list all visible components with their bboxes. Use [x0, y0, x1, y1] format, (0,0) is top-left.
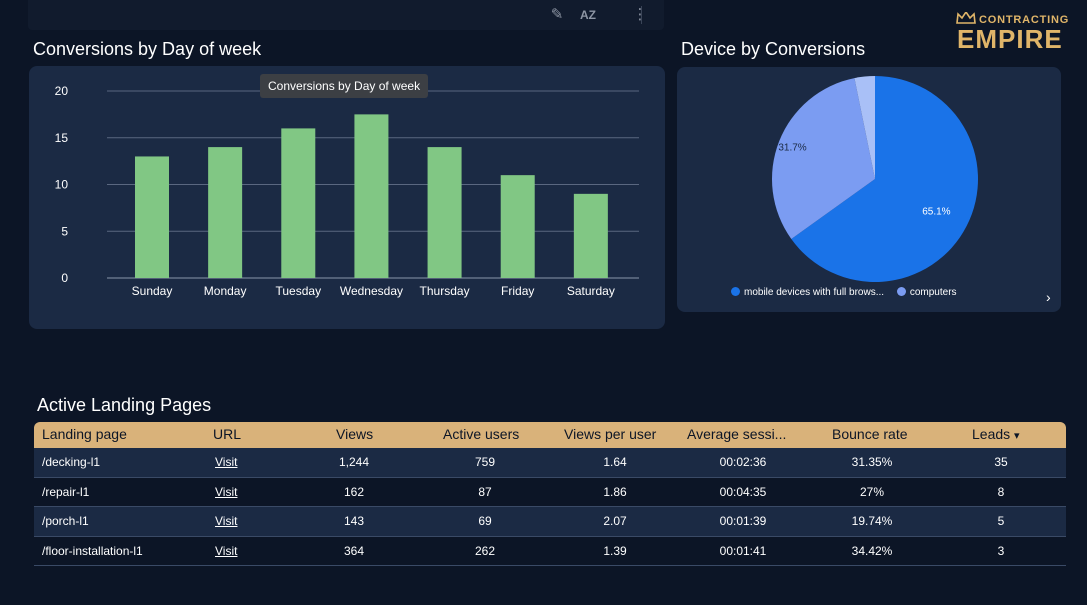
pie-chart-title: Device by Conversions: [681, 39, 866, 59]
x-tick-label: Friday: [501, 284, 534, 298]
cell-landing-page: /porch-l1: [42, 514, 89, 528]
cell-active-users: 69: [478, 514, 492, 528]
table-title: Active Landing Pages: [37, 395, 212, 415]
visit-link[interactable]: Visit: [215, 514, 238, 528]
chart-toolbar: ✎ AZ ⋮: [28, 0, 664, 30]
y-tick-label: 0: [61, 271, 68, 285]
table-row: /porch-l1 Visit 143 69 2.07 00:01:39 19.74% 5: [34, 507, 1066, 537]
chevron-right-icon[interactable]: ›: [1046, 289, 1051, 305]
bar-friday[interactable]: [500, 175, 535, 278]
table-row: /repair-l1 Visit 162 87 1.86 00:04:35 27% 8: [34, 477, 1066, 507]
bar-saturday[interactable]: [573, 193, 608, 278]
header-bounce-rate[interactable]: Bounce rate: [832, 426, 908, 442]
cell-views-per-user: 1.86: [603, 484, 627, 499]
cell-landing-page: /decking-l1: [42, 455, 101, 469]
cell-active-users: 262: [474, 543, 496, 558]
bar-chart: 0 5 10 15 20 Sunday Monday Tuesday Wednesday Thur…: [55, 84, 639, 298]
bar-chart-title: Conversions by Day of week: [33, 39, 262, 59]
cell-views: 1,244: [338, 455, 370, 469]
table-body: /decking-l1 Visit 1,244 759 1.64 00:02:36 31.3…: [34, 448, 1066, 566]
cell-leads: 5: [997, 514, 1005, 528]
bar-sunday[interactable]: [135, 156, 169, 278]
landing-pages-table: Landing page URL Views Active users View…: [34, 422, 1066, 566]
logo-big-text: EMPIRE: [957, 24, 1063, 54]
legend-item-computers[interactable]: computers: [896, 287, 957, 298]
cell-bounce-rate: 34.42%: [851, 543, 893, 558]
cell-average-session: 00:04:35: [719, 484, 767, 499]
bar-wednesday[interactable]: [354, 114, 389, 278]
cell-average-session: 00:01:41: [719, 543, 767, 558]
header-landing-page[interactable]: Landing page: [42, 426, 127, 442]
header-views-per-user[interactable]: Views per user: [564, 426, 657, 442]
y-tick-label: 5: [61, 224, 68, 238]
legend-dot: [731, 287, 740, 296]
y-tick-label: 20: [55, 84, 69, 98]
header-views[interactable]: Views: [336, 426, 374, 442]
cell-views: 143: [343, 514, 365, 528]
pie-slice-0[interactable]: [791, 76, 978, 282]
table-row: /floor-installation-l1 Visit 364 262 1.39 00:…: [34, 536, 1066, 566]
visit-link[interactable]: Visit: [215, 455, 238, 469]
header-url[interactable]: URL: [213, 426, 242, 442]
sort-az-icon[interactable]: AZ: [580, 8, 596, 22]
x-tick-label: Tuesday: [275, 284, 321, 298]
cell-views-per-user: 2.07: [603, 514, 627, 528]
bar-chart-card[interactable]: 0 5 10 15 20 Sunday Monday Tuesday Wednesday Thur…: [29, 66, 665, 329]
cell-landing-page: /repair-l1: [42, 484, 90, 499]
table-row: /decking-l1 Visit 1,244 759 1.64 00:02:36 31.3…: [34, 448, 1066, 478]
cell-active-users: 87: [478, 484, 492, 499]
legend-item-mobile[interactable]: mobile devices with full brows...: [731, 287, 884, 298]
logo-small-text: CONTRACTING: [979, 14, 1070, 26]
cell-views-per-user: 1.39: [603, 543, 627, 558]
legend-dot: [896, 287, 906, 296]
header-leads-label: Leads: [972, 426, 1011, 442]
x-tick-label: Monday: [204, 284, 247, 298]
contracting-empire-logo: CONTRACTING EMPIRE: [956, 12, 1070, 54]
x-tick-label: Saturday: [567, 284, 615, 298]
x-tick-label: Wednesday: [340, 284, 403, 298]
toolbar-divider: [641, 6, 642, 24]
legend-label: computers: [909, 287, 957, 298]
header-average-session[interactable]: Average sessi...: [687, 426, 787, 442]
cell-landing-page: /floor-installation-l1: [42, 543, 143, 558]
x-tick-label: Thursday: [420, 284, 470, 298]
bar-tuesday[interactable]: [281, 128, 316, 278]
pie-slice-label: 31.7%: [778, 143, 806, 154]
crown-icon: [956, 12, 976, 24]
x-tick-label: Sunday: [132, 284, 173, 298]
chart-tooltip: Conversions by Day of week: [260, 74, 429, 98]
pie-slice-1[interactable]: [772, 78, 875, 240]
cell-bounce-rate: 19.74%: [851, 514, 893, 528]
cell-active-users: 759: [474, 455, 496, 469]
bar-thursday[interactable]: [427, 147, 462, 278]
visit-link[interactable]: Visit: [215, 543, 238, 558]
pie-legend: mobile devices with full brows... comput…: [731, 287, 967, 298]
cell-views: 162: [343, 484, 365, 499]
more-vert-icon[interactable]: ⋮: [632, 6, 648, 23]
cell-leads: 3: [997, 543, 1005, 558]
pencil-icon[interactable]: ✎: [550, 6, 564, 23]
cell-leads: 35: [994, 455, 1008, 469]
cell-views: 364: [343, 543, 365, 558]
y-tick-label: 10: [55, 178, 69, 192]
cell-bounce-rate: 27%: [859, 484, 885, 499]
cell-average-session: 00:02:36: [719, 455, 767, 469]
cell-leads: 8: [997, 484, 1005, 499]
visit-link[interactable]: Visit: [215, 484, 238, 499]
cell-average-session: 00:01:39: [719, 514, 767, 528]
pie-chart: 65.1% 31.7%: [772, 76, 978, 282]
bar-monday[interactable]: [208, 147, 243, 278]
pie-chart-card[interactable]: 65.1% 31.7%: [677, 67, 1061, 312]
cell-views-per-user: 1.64: [603, 455, 627, 469]
legend-label: mobile devices with full brows...: [744, 287, 885, 298]
header-leads[interactable]: Leads ▾: [972, 426, 1020, 442]
cell-bounce-rate: 31.35%: [851, 455, 893, 469]
table-header: Landing page URL Views Active users View…: [34, 422, 1066, 448]
y-tick-label: 15: [55, 131, 69, 145]
sort-desc-icon: ▾: [1014, 430, 1020, 442]
pie-slice-label: 65.1%: [922, 207, 950, 218]
pie-slice-2[interactable]: [854, 76, 875, 179]
header-active-users[interactable]: Active users: [443, 426, 520, 442]
